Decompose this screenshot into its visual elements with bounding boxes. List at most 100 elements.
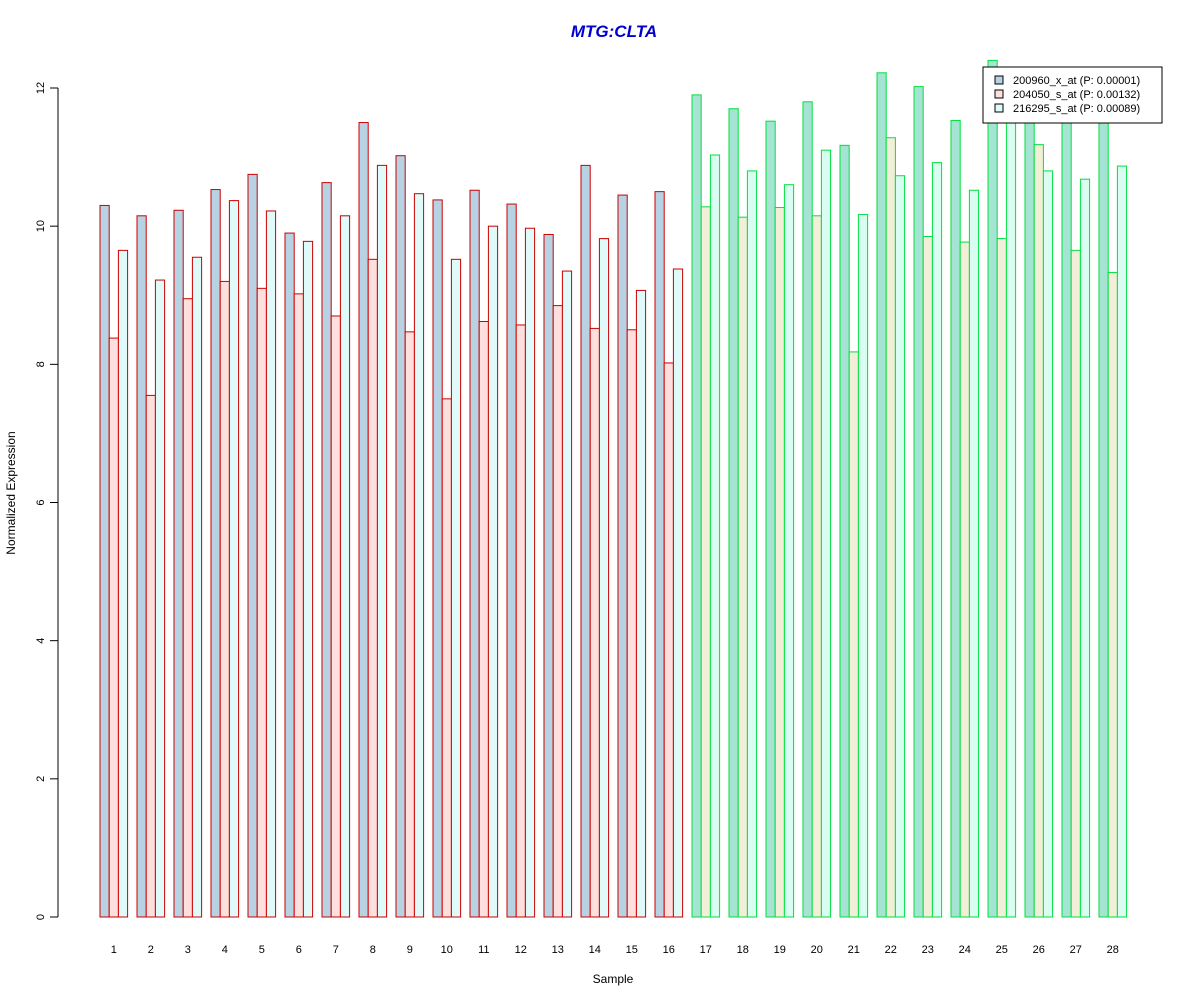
x-tick-label: 20 (811, 944, 823, 956)
y-tick-label: 10 (35, 220, 47, 232)
bar-s3-sample-22 (894, 175, 906, 918)
y-tick-label: 8 (35, 361, 47, 367)
bar-s3-sample-12 (524, 227, 536, 918)
bar-s1-sample-27 (1061, 115, 1072, 918)
legend-box (982, 66, 1163, 124)
bar-s2-sample-3 (182, 298, 193, 918)
bar-s1-sample-13 (543, 233, 554, 918)
x-tick-label: 7 (333, 944, 339, 956)
x-tick-label: 19 (774, 944, 786, 956)
bar-s1-sample-15 (617, 194, 628, 918)
x-tick-label: 6 (296, 944, 302, 956)
bar-s1-sample-1 (99, 204, 110, 918)
x-tick-label: 5 (259, 944, 265, 956)
bar-s2-sample-7 (330, 315, 341, 918)
bar-s1-sample-22 (876, 72, 887, 918)
y-tick-label: 0 (35, 914, 47, 920)
bar-s3-sample-7 (339, 215, 351, 918)
bar-s1-sample-9 (395, 155, 406, 918)
bar-s3-sample-6 (302, 240, 314, 918)
y-tick-label: 12 (35, 82, 47, 94)
bar-s3-sample-24 (968, 189, 980, 918)
bar-s2-sample-19 (774, 207, 785, 918)
bar-s2-sample-17 (700, 206, 711, 918)
bar-s3-sample-13 (561, 270, 573, 918)
x-tick-label: 15 (626, 944, 638, 956)
x-tick-label: 16 (663, 944, 675, 956)
bar-s1-sample-21 (839, 144, 850, 918)
legend-swatch (994, 89, 1004, 99)
x-tick-label: 12 (515, 944, 527, 956)
bar-s1-sample-5 (247, 173, 258, 918)
x-tick-label: 18 (737, 944, 749, 956)
bar-s3-sample-8 (376, 164, 388, 918)
bar-s2-sample-23 (922, 236, 933, 918)
bar-s3-sample-27 (1079, 178, 1091, 918)
bar-s2-sample-1 (108, 337, 119, 918)
bar-s1-sample-14 (580, 164, 591, 918)
bar-s2-sample-25 (996, 238, 1007, 918)
bar-series-group (99, 59, 1128, 918)
bar-s1-sample-16 (654, 191, 665, 918)
bar-s1-sample-10 (432, 199, 443, 918)
bar-s2-sample-9 (404, 331, 415, 918)
bar-s1-sample-2 (136, 215, 147, 918)
bar-s3-sample-14 (598, 238, 610, 918)
bar-s1-sample-11 (469, 189, 480, 918)
x-tick-label: 23 (922, 944, 934, 956)
bar-s2-sample-4 (219, 280, 230, 918)
bar-s2-sample-5 (256, 287, 267, 918)
bar-s3-sample-10 (450, 258, 462, 918)
bar-s3-sample-26 (1042, 170, 1054, 918)
bar-s2-sample-24 (959, 241, 970, 918)
bar-s2-sample-21 (848, 351, 859, 918)
y-axis-ticks: 0 2 4 6 8 10 12 (35, 82, 58, 920)
x-tick-label: 24 (959, 944, 971, 956)
bar-s2-sample-22 (885, 137, 896, 918)
bar-s3-sample-4 (228, 200, 240, 918)
x-tick-label: 9 (407, 944, 413, 956)
x-axis-tick-labels: 1 2 3 4 5 6 7 8 9 10 11 12 13 14 15 16 17 18 19 20 21 22 23 24 2… (111, 944, 1119, 956)
x-tick-label: 27 (1070, 944, 1082, 956)
bar-s2-sample-18 (737, 216, 748, 918)
x-tick-label: 17 (700, 944, 712, 956)
x-tick-label: 4 (222, 944, 228, 956)
chart-title: MTG:CLTA (571, 22, 657, 41)
bar-s3-sample-19 (783, 184, 795, 918)
legend-label: 216295_s_at (P: 0.00089) (1013, 103, 1140, 115)
bar-s3-sample-20 (820, 149, 832, 918)
x-tick-label: 2 (148, 944, 154, 956)
x-tick-label: 21 (848, 944, 860, 956)
bar-s2-sample-16 (663, 362, 674, 918)
x-tick-label: 25 (996, 944, 1008, 956)
x-tick-label: 26 (1033, 944, 1045, 956)
y-axis-label: Normalized Expression (4, 431, 18, 554)
x-tick-label: 1 (111, 944, 117, 956)
y-tick-label: 4 (35, 638, 47, 644)
bar-s1-sample-8 (358, 122, 369, 918)
legend: 200960_x_at (P: 0.00001) 204050_s_at (P: … (982, 66, 1163, 124)
bar-s2-sample-13 (552, 305, 563, 918)
bar-s2-sample-26 (1033, 144, 1044, 918)
x-tick-label: 14 (589, 944, 601, 956)
bar-s3-sample-3 (191, 256, 203, 918)
x-axis-label: Sample (593, 972, 634, 986)
x-tick-label: 3 (185, 944, 191, 956)
bar-s1-sample-6 (284, 232, 295, 918)
bar-s2-sample-15 (626, 329, 637, 918)
bar-s3-sample-9 (413, 193, 425, 918)
bar-s1-sample-4 (210, 189, 221, 918)
bar-s2-sample-6 (293, 293, 304, 918)
x-tick-label: 22 (885, 944, 897, 956)
bar-s2-sample-28 (1107, 271, 1118, 918)
legend-swatch (994, 103, 1004, 113)
bar-s2-sample-20 (811, 215, 822, 918)
bar-s2-sample-27 (1070, 249, 1081, 918)
bar-s1-sample-26 (1024, 115, 1035, 918)
y-tick-label: 2 (35, 776, 47, 782)
bar-s3-sample-11 (487, 225, 499, 918)
x-tick-label: 13 (552, 944, 564, 956)
bar-s1-sample-3 (173, 209, 184, 918)
